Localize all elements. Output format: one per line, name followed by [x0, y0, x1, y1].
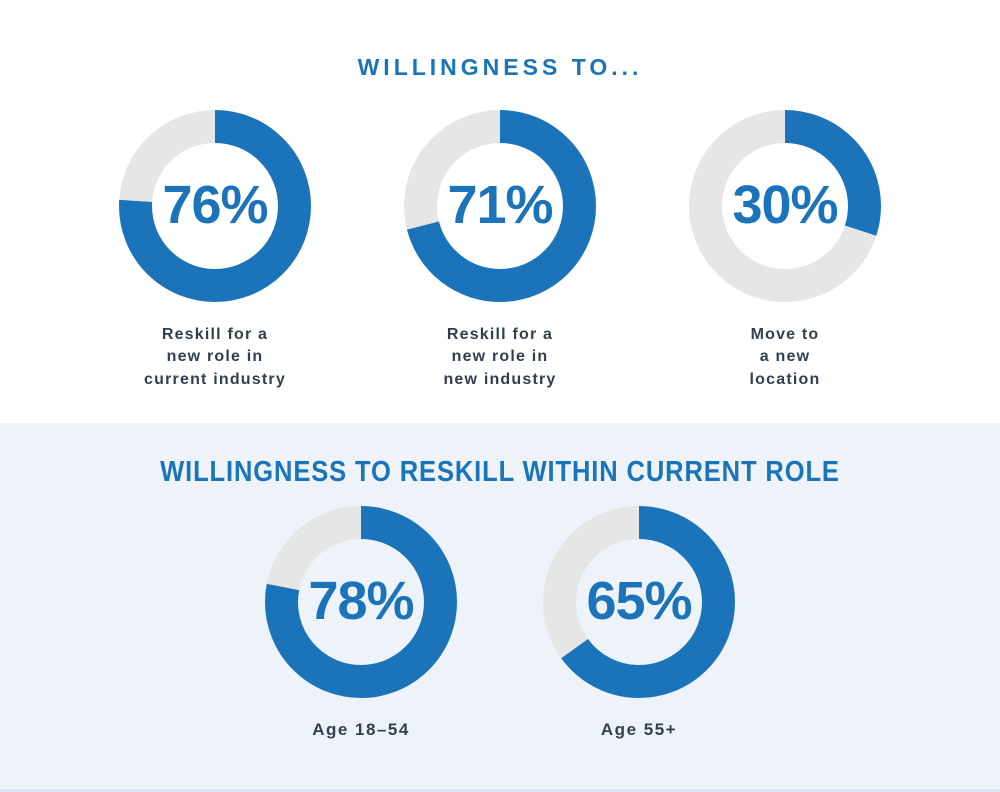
donut-arc [265, 506, 457, 698]
section-reskill-current-role: WILLINGNESS TO RESKILL WITHIN CURRENT RO… [0, 423, 1000, 792]
donut-label-line: location [749, 370, 821, 388]
donut-value: 76% [162, 175, 268, 235]
donut-label: Reskill for a new role in new industry [443, 324, 556, 391]
donut-label: Age 18–54 [312, 718, 410, 742]
donut-chart-svg [689, 110, 881, 302]
donut-arc [543, 506, 735, 698]
donut-reskill-current-industry: 76% Reskill for a new role in current in… [119, 110, 311, 391]
donut-ring: 65% [543, 506, 735, 698]
donut-age-55-plus: 65% Age 55+ [543, 506, 735, 742]
donut-label-line: Age 55+ [600, 720, 678, 739]
donut-row-top: 76% Reskill for a new role in current in… [0, 110, 1000, 391]
donut-move-location: 30% Move to a new location [689, 110, 881, 391]
donut-age-18-54: 78% Age 18–54 [265, 506, 457, 742]
section-title-bottom: WILLINGNESS TO RESKILL WITHIN CURRENT RO… [160, 456, 840, 488]
bottom-edge-strip [0, 789, 1000, 792]
donut-value: 71% [447, 175, 553, 235]
donut-chart-svg [543, 506, 735, 698]
donut-value: 78% [308, 571, 414, 631]
donut-chart-svg [404, 110, 596, 302]
donut-ring: 78% [265, 506, 457, 698]
donut-label-line: new role in [451, 348, 549, 366]
donut-label-line: Move to [750, 326, 820, 343]
donut-value: 65% [586, 571, 692, 631]
donut-label-line: Reskill for a [446, 326, 554, 343]
donut-ring: 76% [119, 110, 311, 302]
donut-row-bottom: 78% Age 18–54 65% Age 55+ [0, 506, 1000, 742]
donut-ring: 30% [689, 110, 881, 302]
donut-label-line: Reskill for a [161, 326, 269, 343]
donut-label-line: current industry [144, 370, 286, 388]
donut-label: Move to a new location [750, 324, 821, 391]
donut-value: 30% [732, 175, 838, 235]
donut-label-line: new role in [166, 348, 264, 366]
donut-label: Age 55+ [601, 718, 677, 742]
donut-arc [119, 110, 311, 302]
donut-reskill-new-industry: 71% Reskill for a new role in new indust… [404, 110, 596, 391]
donut-label-line: a new [759, 348, 811, 366]
donut-label-line: Age 18–54 [312, 720, 410, 739]
donut-arc [404, 110, 596, 302]
donut-chart-svg [119, 110, 311, 302]
section-title-top: WILLINGNESS TO... [357, 54, 643, 80]
donut-label: Reskill for a new role in current indust… [144, 324, 286, 391]
section-willingness-to: WILLINGNESS TO... 76% Reskill for a new … [0, 54, 1000, 391]
donut-chart-svg [265, 506, 457, 698]
donut-ring: 71% [404, 110, 596, 302]
donut-label-line: new industry [443, 370, 557, 388]
donut-arc [689, 110, 881, 302]
